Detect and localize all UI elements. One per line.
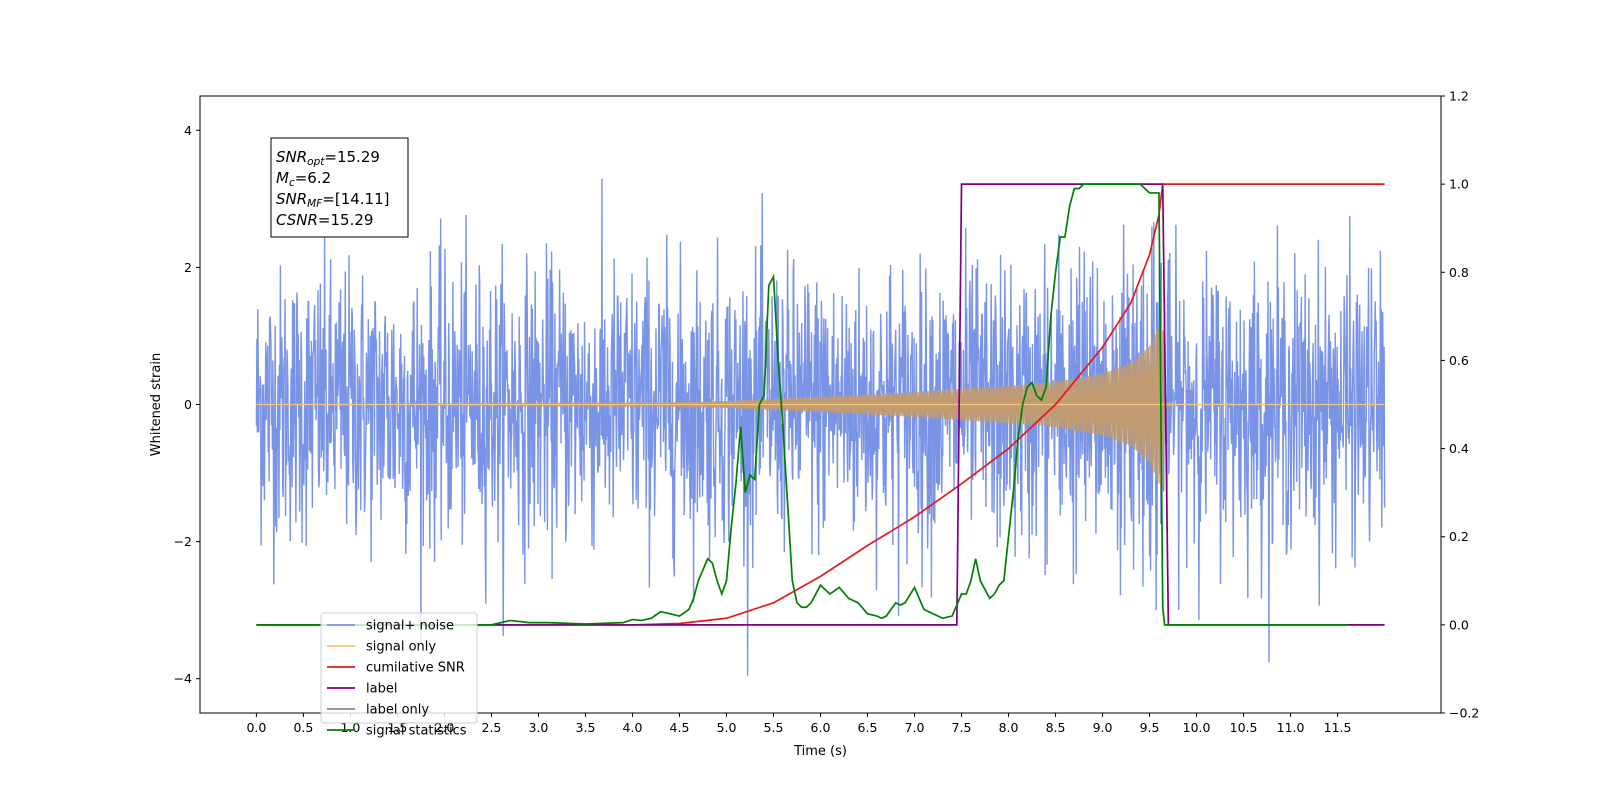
y-ticks-right: −0.2 0.0 0.2 0.4 0.6 0.8 1.0 1.2 [1441,89,1479,721]
info-line: CSNR=15.29 [276,211,373,229]
x-tick-label: 1.5 [387,720,407,735]
x-tick-label: 2.0 [434,720,454,735]
x-tick-label: 11.5 [1324,720,1352,735]
x-tick-label: 5.0 [717,720,737,735]
x-ticks: 0.0 0.5 1.0 1.5 2.0 2.5 3.0 3.5 4.0 4.5 5.0 5.5 6.0 6… [246,713,1352,735]
x-tick-label: 0.5 [293,720,313,735]
x-tick-label: 4.5 [670,720,690,735]
y-axis-label: Whitened strain [149,353,164,456]
x-tick-label: 10.0 [1183,720,1211,735]
y-tick-label: 2 [184,260,192,275]
info-line: SNRMF=[14.11] [276,190,390,210]
legend: signal+ noise signal only cumilative SNR la… [320,612,478,739]
x-tick-label: 6.0 [811,720,831,735]
info-box: SNRopt=15.29Mc=6.2SNRMF=[14.11]CSNR=15.2… [270,137,409,238]
x-tick-label: 8.0 [999,720,1019,735]
info-line: Mc=6.2 [276,169,331,189]
info-line: SNRopt=15.29 [276,148,380,168]
x-tick-label: 4.0 [623,720,643,735]
x-tick-label: 10.5 [1230,720,1258,735]
legend-label: label [366,682,397,697]
y2-tick-label: −0.2 [1449,706,1479,721]
y-ticks-left: −4 −2 0 2 4 [174,123,200,686]
x-tick-label: 11.0 [1277,720,1305,735]
x-tick-label: 3.0 [529,720,549,735]
x-tick-label: 8.5 [1046,720,1066,735]
y2-tick-label: 1.2 [1449,89,1469,104]
y2-tick-label: 0.0 [1449,617,1469,632]
x-tick-label: 1.0 [340,720,360,735]
series-signal-noise [255,178,1386,676]
y-tick-label: 0 [184,397,192,412]
y2-tick-label: 1.0 [1449,177,1469,192]
legend-label: signal statistics [366,724,467,739]
x-axis-label: Time (s) [793,744,847,759]
x-tick-label: 6.5 [858,720,878,735]
legend-label: signal only [366,640,436,655]
y2-tick-label: 0.4 [1449,441,1469,456]
legend-label: cumilative SNR [366,661,465,676]
series-signal-statistics [256,183,1347,626]
x-tick-label: 9.5 [1140,720,1160,735]
x-tick-label: 0.0 [246,720,266,735]
y2-tick-label: 0.6 [1449,353,1469,368]
y2-tick-label: 0.2 [1449,529,1469,544]
y-tick-label: −2 [174,534,192,549]
x-tick-label: 9.0 [1093,720,1113,735]
y2-tick-label: 0.8 [1449,265,1469,280]
legend-label: signal+ noise [366,619,454,634]
x-tick-label: 7.0 [905,720,925,735]
x-tick-label: 3.5 [576,720,596,735]
plot-series [255,178,1386,676]
x-tick-label: 5.5 [764,720,784,735]
y-tick-label: −4 [174,671,192,686]
x-tick-label: 7.5 [952,720,972,735]
legend-label: label only [366,703,429,718]
x-tick-label: 2.5 [482,720,502,735]
y-tick-label: 4 [184,123,192,138]
